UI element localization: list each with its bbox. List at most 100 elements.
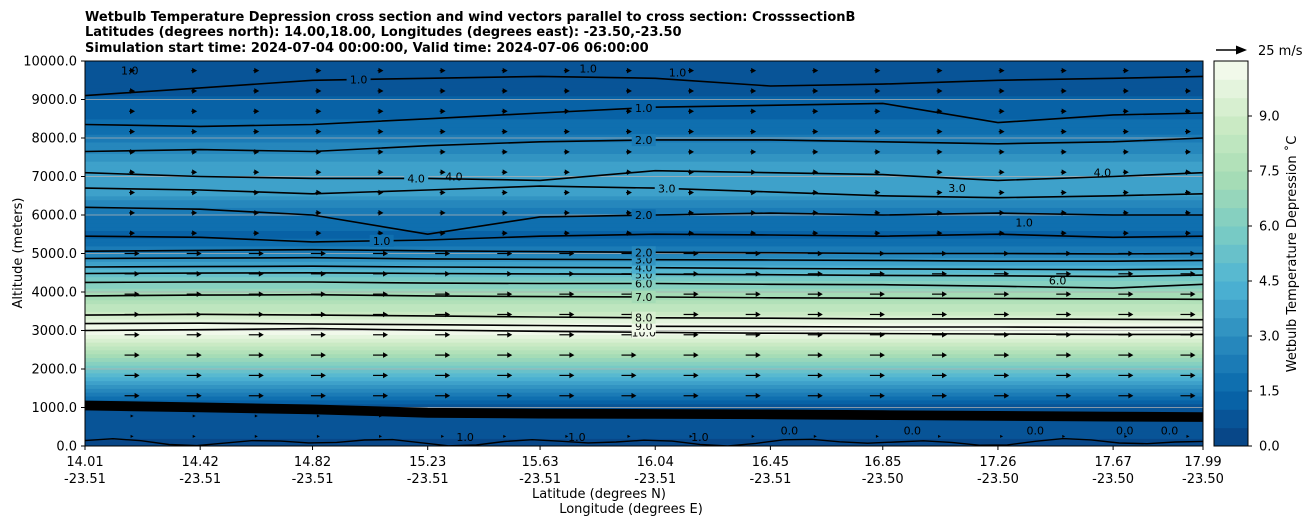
wind-vector-head	[755, 331, 761, 338]
fill-band	[85, 188, 1203, 193]
fill-band	[85, 380, 1203, 385]
fill-band	[85, 87, 1203, 93]
contour-label-bg	[346, 73, 371, 86]
wind-vector-head	[445, 392, 451, 399]
wind-vector-head	[502, 88, 508, 94]
fill-band	[85, 230, 1203, 235]
wind-vector-head	[564, 108, 570, 115]
wind-vector-head	[507, 291, 513, 297]
contour-label-bg	[631, 101, 656, 114]
fill-band	[85, 288, 1203, 293]
wind-vector-head	[1128, 250, 1134, 257]
wind-vector	[565, 434, 569, 438]
wind-vector-head	[383, 372, 389, 379]
fill-band	[85, 222, 1203, 228]
colorbar-segment	[1214, 281, 1248, 300]
surface-contour-label: 0.0	[1116, 424, 1134, 437]
wind-vector-head	[1061, 108, 1067, 115]
fill-band	[85, 353, 1203, 359]
wind-vector-head	[564, 210, 570, 216]
wind-vector-head	[320, 311, 326, 318]
wind-vector-head	[689, 88, 695, 94]
fill-band	[85, 395, 1203, 401]
colorbar-segment	[1214, 152, 1248, 172]
wind-vector-head	[813, 169, 819, 176]
fill-band	[85, 422, 1203, 428]
wind-vector-head	[631, 392, 637, 399]
wind-vector-head	[445, 331, 451, 338]
colorbar-tick-label: 9.0	[1259, 110, 1280, 125]
wind-vector-head	[130, 88, 136, 94]
wind-vector-head	[502, 67, 508, 74]
colorbar-tick-label: 4.5	[1259, 275, 1280, 290]
wind-vector-head	[383, 331, 389, 338]
wind-vector-head	[192, 67, 198, 74]
colorbar-frame	[1213, 60, 1249, 447]
wind-vector-head	[942, 372, 948, 379]
wind-vector-head	[440, 189, 446, 196]
wind-vector-head	[254, 149, 260, 155]
wind-vector-head	[755, 291, 761, 297]
fill-band	[85, 238, 1203, 243]
wind-vector-head	[1185, 88, 1191, 94]
wind-vector-head	[316, 108, 322, 115]
wind-vector-head	[1128, 372, 1134, 379]
wind-vector-head	[937, 108, 943, 115]
y-tick-label: 10000.0	[23, 55, 77, 70]
wind-vector-head	[875, 230, 881, 236]
wind-vector-head	[817, 250, 823, 257]
wind-vector-head	[1123, 149, 1129, 155]
x-axis-label-latitude: Latitude (degrees N)	[532, 487, 666, 502]
wind-vector-head	[445, 352, 451, 358]
contour-label: 1.0	[1015, 217, 1033, 230]
quiver-key-label: 25 m/s	[1258, 44, 1303, 59]
contour-label-bg	[631, 134, 656, 147]
wind-vector-head	[875, 189, 881, 196]
title-line-1: Wetbulb Temperature Depression cross sec…	[85, 10, 855, 25]
wind-vector-head	[626, 149, 632, 155]
x-axis-label-longitude: Longitude (degrees E)	[559, 502, 703, 517]
wind-vector	[379, 434, 383, 438]
x-tick-label-lat: 16.45	[752, 455, 789, 470]
wind-vector	[1186, 414, 1190, 418]
wind-vector	[813, 414, 817, 418]
fill-band	[85, 95, 1203, 101]
contour-label: 8.0	[635, 312, 653, 325]
wind-vector-head	[937, 67, 943, 74]
wind-vector-head	[378, 230, 384, 236]
wind-vector-head	[817, 331, 823, 338]
wind-vector-head	[1190, 311, 1196, 318]
contour-label-bg	[631, 246, 656, 259]
wind-vector	[503, 434, 507, 438]
contour-label: 2.0	[635, 246, 653, 259]
wind-vector-head	[942, 331, 948, 338]
colorbar-label: Wetbulb Temperature Depression ˚C	[1284, 136, 1300, 373]
wind-vector-head	[937, 230, 943, 236]
wind-vector-head	[626, 88, 632, 94]
wind-vector-head	[569, 250, 575, 257]
wind-vector	[441, 434, 445, 438]
wind-vector-head	[875, 67, 881, 74]
wind-vector-head	[258, 311, 264, 318]
wind-vector-head	[564, 67, 570, 74]
contour-label: 1.0	[635, 102, 653, 115]
wind-vector-head	[751, 67, 757, 74]
wind-vector-head	[1004, 352, 1010, 358]
wind-vector-head	[693, 392, 699, 399]
wind-vector-head	[1066, 392, 1072, 399]
x-tick-label-lon: -23.51	[292, 472, 334, 487]
wind-vector-head	[999, 108, 1005, 115]
wind-vector-head	[192, 128, 198, 135]
surface-contour-label: 0.0	[781, 424, 799, 437]
x-tick-label-lon: -23.51	[634, 472, 676, 487]
wind-vector-head	[755, 311, 761, 318]
wind-vector-head	[445, 271, 451, 277]
wind-vector-head	[1185, 189, 1191, 196]
wind-vector-head	[254, 88, 260, 94]
colorbar-tick-label: 0.0	[1259, 440, 1280, 455]
fill-band	[85, 434, 1203, 439]
y-tick-label: 3000.0	[32, 324, 78, 339]
wind-vector-head	[134, 311, 140, 318]
y-tick-label: 2000.0	[32, 363, 78, 378]
wind-vector	[130, 434, 134, 438]
